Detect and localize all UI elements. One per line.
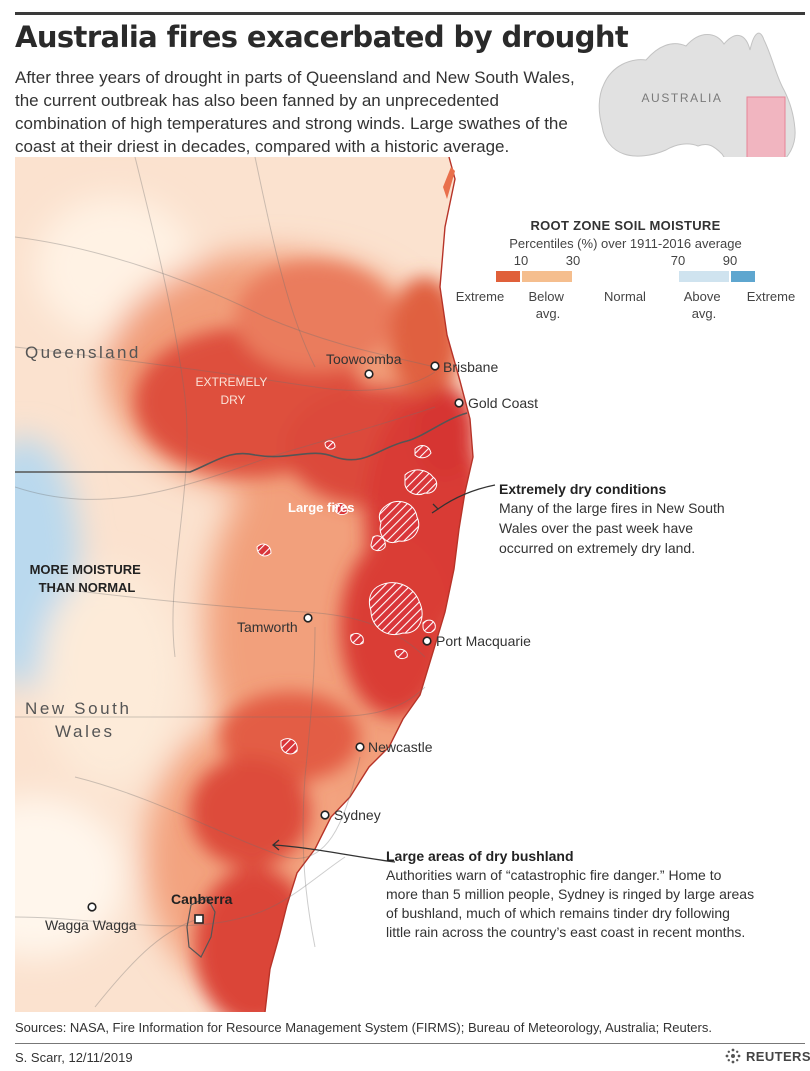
city-marker-canberra (194, 914, 204, 924)
legend-swatch-normal (574, 271, 677, 282)
legend-tick: 10 (514, 253, 528, 268)
city-label-port-macquarie: Port Macquarie (436, 633, 531, 649)
legend-ticks: 10 30 70 90 (514, 253, 737, 268)
fire-area (394, 648, 408, 660)
city-label-newcastle: Newcastle (368, 739, 433, 755)
fire-area (378, 501, 420, 543)
zone-label-extremely-dry: EXTREMELY DRY (196, 375, 271, 407)
city-marker-newcastle (355, 742, 365, 752)
legend-tick: 90 (723, 253, 737, 268)
footer-rule (15, 1043, 805, 1044)
legend-label-normal: Normal (604, 289, 646, 304)
fire-area (324, 440, 336, 450)
qld-nsw-border (15, 412, 468, 473)
fire-area (350, 632, 364, 646)
city-label-wagga-wagga: Wagga Wagga (45, 917, 137, 933)
fire-area (368, 582, 423, 635)
reuters-dots-icon (725, 1048, 741, 1064)
city-marker-wagga-wagga (87, 902, 97, 912)
callout-dry-conditions: Extremely dry conditions Many of the lar… (499, 481, 729, 556)
reuters-logo: REUTERS (724, 1047, 810, 1065)
city-marker-sydney (320, 810, 330, 820)
sources-note: Sources: NASA, Fire Information for Reso… (15, 1020, 712, 1035)
city-markers (87, 361, 464, 924)
legend-swatch-extreme-wet (731, 271, 755, 282)
fraser-island (443, 167, 455, 199)
fire-areas (256, 440, 438, 755)
legend-tick: 30 (566, 253, 580, 268)
city-label-gold-coast: Gold Coast (468, 395, 538, 411)
study-area-highlight (746, 96, 786, 161)
zone-label-more-moisture: MORE MOISTURE THAN NORMAL (30, 562, 145, 595)
callout-title: Extremely dry conditions (499, 481, 666, 497)
australia-mainland-shape (598, 32, 796, 173)
intro-text: After three years of drought in parts of… (15, 68, 575, 156)
australia-inset-map: AUSTRALIA (598, 32, 796, 197)
legend-scale: 10 30 70 90 Extreme Below avg. Normal Ab… (456, 253, 795, 321)
callout-body: Many of the large fires in New South Wal… (499, 500, 729, 556)
soil-moisture-layer (15, 157, 473, 1012)
callout-dry-bushland: Large areas of dry bushland Authorities … (386, 848, 758, 940)
act-border (186, 896, 216, 958)
city-label-brisbane: Brisbane (443, 359, 498, 375)
fire-area (422, 619, 436, 634)
region-label-queensland: Queensland (25, 343, 141, 362)
fire-area (370, 535, 386, 552)
byline: S. Scarr, 12/11/2019 (15, 1050, 133, 1065)
legend-title: ROOT ZONE SOIL MOISTURE (530, 218, 721, 233)
east-coastline (264, 157, 474, 1012)
legend-subtitle: Percentiles (%) over 1911-2016 average (509, 236, 742, 251)
legend-label-extreme-wet: Extreme (747, 289, 795, 304)
fire-area (334, 502, 348, 516)
city-label-tamworth: Tamworth (237, 619, 298, 635)
soil-moisture-map: Queensland New South Wales EXTREMELY DRY… (15, 157, 805, 1012)
legend-label-below-avg: Below avg. (528, 289, 567, 321)
fire-area (404, 469, 438, 496)
legend-label-extreme-dry: Extreme (456, 289, 504, 304)
map-legend: ROOT ZONE SOIL MOISTURE Percentiles (%) … (448, 218, 803, 336)
top-rule (15, 12, 805, 15)
region-label-nsw: New South Wales (25, 699, 139, 741)
city-marker-toowoomba (364, 369, 374, 379)
city-label-toowoomba: Toowoomba (326, 351, 402, 367)
inset-country-label: AUSTRALIA (641, 91, 722, 105)
city-marker-tamworth (303, 613, 313, 623)
city-marker-port-macquarie (422, 636, 432, 646)
legend-swatch-extreme-dry (496, 271, 520, 282)
large-fires-label: Large fires (288, 500, 354, 515)
city-label-canberra: Canberra (171, 891, 233, 907)
fire-area (280, 738, 298, 755)
legend-swatch-above-avg (679, 271, 729, 282)
legend-tick: 70 (671, 253, 685, 268)
callout-body: Authorities warn of “catastrophic fire d… (386, 867, 758, 940)
fire-area (256, 543, 272, 557)
legend-swatch-below-avg (522, 271, 572, 282)
city-label-sydney: Sydney (334, 807, 381, 823)
page-title: Australia fires exacerbated by drought (15, 20, 629, 54)
city-marker-gold-coast (454, 398, 464, 408)
callout-arrows (271, 484, 496, 863)
fire-area (414, 445, 432, 459)
callout-title: Large areas of dry bushland (386, 848, 574, 864)
legend-label-above-avg: Above avg. (684, 289, 725, 321)
brand-name: REUTERS (746, 1048, 810, 1064)
city-marker-brisbane (430, 361, 440, 371)
